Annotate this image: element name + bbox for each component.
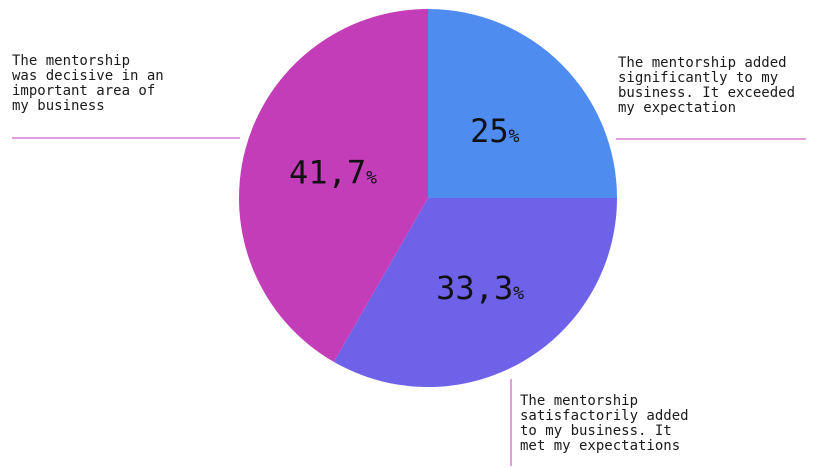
pie-slice-met [333, 198, 617, 388]
callout-label-exceeded: The mentorship added significantly to my… [618, 55, 796, 116]
value-label-decisive: 41,7% [289, 154, 377, 192]
callout-label-decisive: The mentorship was decisive in an import… [12, 53, 164, 114]
pie-slices [238, 9, 617, 388]
value-label-exceeded: 25% [470, 112, 520, 150]
pie-slice-decisive [238, 9, 428, 362]
slice-value-labels: 25% 33,3% 41,7% [289, 112, 524, 307]
value-label-met: 33,3% [436, 269, 524, 307]
callout-lines [12, 137, 806, 466]
pie-slice-exceeded [428, 9, 617, 198]
callout-label-met: The mentorship satisfactorily added to m… [520, 393, 689, 454]
